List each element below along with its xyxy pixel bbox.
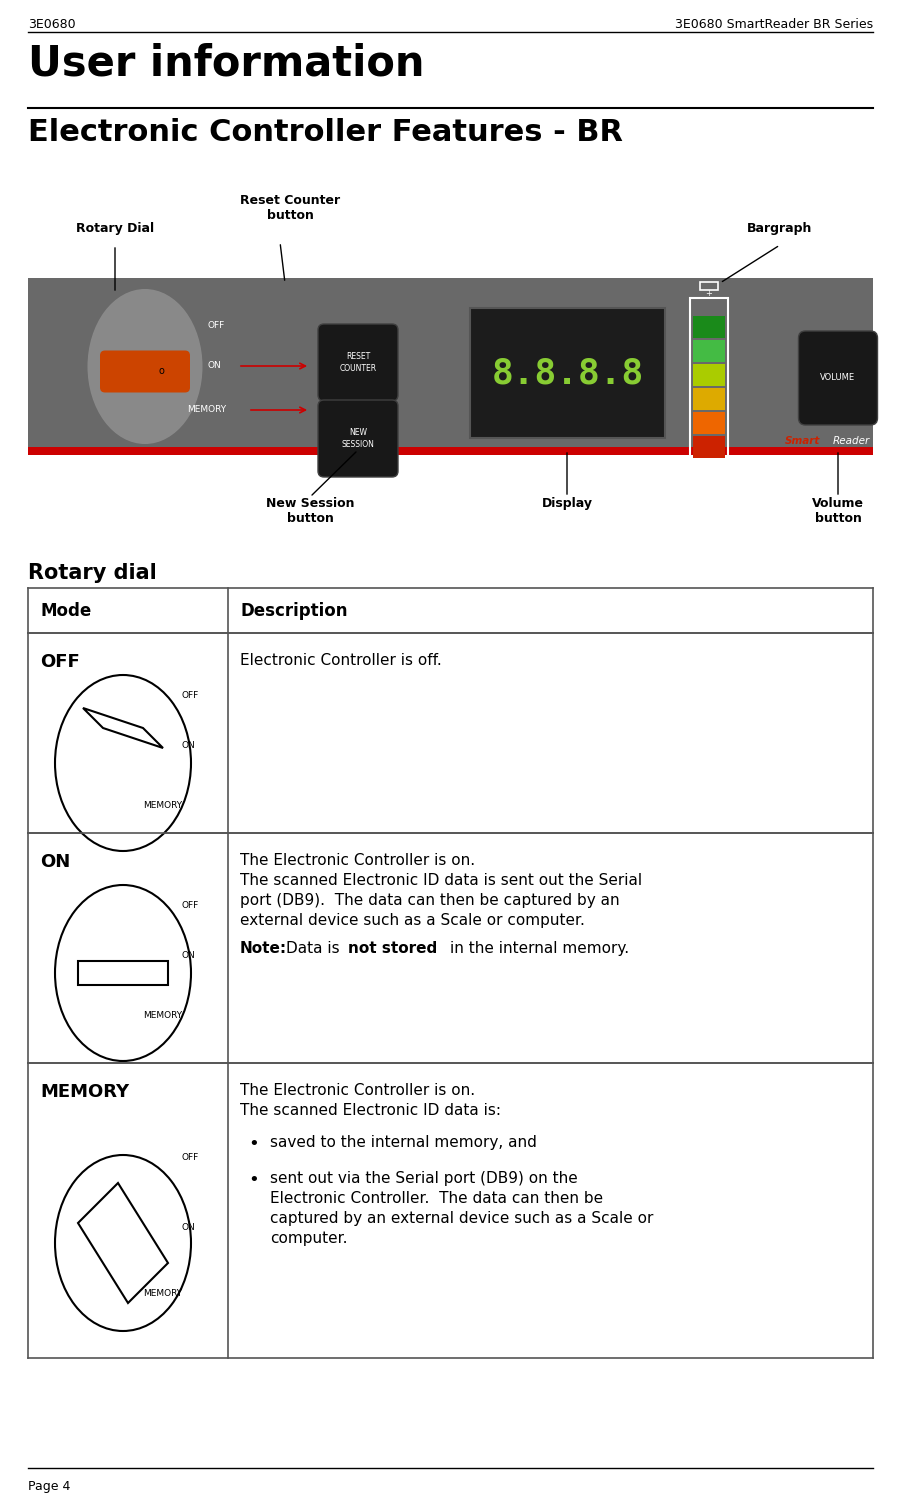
Ellipse shape (87, 289, 203, 444)
Text: Rotary Dial: Rotary Dial (76, 223, 154, 235)
Text: ON: ON (181, 740, 195, 749)
Ellipse shape (55, 675, 191, 851)
Polygon shape (83, 708, 163, 747)
Text: RESET
COUNTER: RESET COUNTER (340, 352, 377, 373)
Polygon shape (78, 961, 168, 985)
Text: MEMORY: MEMORY (143, 1289, 182, 1298)
Bar (28, 278, 873, 456)
Text: OFF: OFF (181, 901, 198, 910)
Text: Smart: Smart (785, 436, 820, 447)
Bar (470, 308, 665, 438)
Text: port (DB9).  The data can then be captured by an: port (DB9). The data can then be capture… (240, 893, 620, 908)
Text: •: • (248, 1136, 259, 1154)
Text: OFF: OFF (40, 653, 80, 671)
Bar (28, 447, 873, 456)
Text: ON: ON (207, 361, 221, 370)
Text: MEMORY: MEMORY (143, 1011, 182, 1020)
Bar (693, 364, 725, 387)
Text: o: o (158, 367, 164, 376)
Text: Electronic Controller Features - BR: Electronic Controller Features - BR (28, 117, 623, 147)
Text: MEMORY: MEMORY (143, 800, 182, 809)
Text: MEMORY: MEMORY (40, 1083, 129, 1101)
Text: OFF: OFF (181, 1154, 198, 1163)
Text: OFF: OFF (207, 322, 224, 331)
Text: Data is: Data is (286, 942, 340, 957)
Text: 8.8.8.8: 8.8.8.8 (491, 356, 643, 390)
Text: The scanned Electronic ID data is:: The scanned Electronic ID data is: (240, 1102, 501, 1117)
Bar (693, 388, 725, 411)
Text: OFF: OFF (181, 690, 198, 699)
Text: Description: Description (240, 602, 348, 620)
FancyBboxPatch shape (318, 323, 398, 402)
FancyBboxPatch shape (100, 350, 190, 393)
Bar (693, 340, 725, 362)
Text: computer.: computer. (270, 1230, 348, 1245)
Text: Display: Display (542, 496, 593, 510)
Text: 3E0680 SmartReader BR Series: 3E0680 SmartReader BR Series (675, 18, 873, 32)
Ellipse shape (55, 1155, 191, 1331)
Bar (700, 283, 718, 290)
FancyBboxPatch shape (318, 400, 398, 477)
FancyBboxPatch shape (798, 331, 878, 426)
Text: Electronic Controller.  The data can then be: Electronic Controller. The data can then… (270, 1191, 603, 1206)
Text: MEMORY: MEMORY (187, 406, 226, 415)
Text: Mode: Mode (40, 602, 91, 620)
Text: saved to the internal memory, and: saved to the internal memory, and (270, 1136, 537, 1151)
Text: not stored: not stored (348, 942, 437, 957)
Text: Volume
button: Volume button (812, 496, 864, 525)
Text: ON: ON (181, 951, 195, 960)
Text: The scanned Electronic ID data is sent out the Serial: The scanned Electronic ID data is sent o… (240, 872, 642, 887)
Text: New Session
button: New Session button (266, 496, 354, 525)
Text: sent out via the Serial port (DB9) on the: sent out via the Serial port (DB9) on th… (270, 1172, 578, 1187)
Text: Reset Counter
button: Reset Counter button (240, 194, 340, 223)
Text: NEW
SESSION: NEW SESSION (341, 429, 375, 448)
Text: Note:: Note: (240, 942, 287, 957)
Text: ON: ON (181, 1223, 195, 1232)
Text: Bargraph: Bargraph (747, 223, 813, 235)
Text: Reader: Reader (833, 436, 870, 447)
Text: Page 4: Page 4 (28, 1480, 70, 1493)
Text: +: + (705, 289, 713, 298)
Text: The Electronic Controller is on.: The Electronic Controller is on. (240, 1083, 475, 1098)
Polygon shape (78, 1184, 168, 1302)
Text: User information: User information (28, 42, 424, 84)
Text: VOLUME: VOLUME (821, 373, 856, 382)
Text: Electronic Controller is off.: Electronic Controller is off. (240, 653, 441, 668)
Text: The Electronic Controller is on.: The Electronic Controller is on. (240, 853, 475, 868)
Bar (693, 316, 725, 338)
Bar (693, 412, 725, 435)
Text: •: • (248, 1172, 259, 1190)
Text: captured by an external device such as a Scale or: captured by an external device such as a… (270, 1211, 653, 1226)
Text: external device such as a Scale or computer.: external device such as a Scale or compu… (240, 913, 585, 928)
Text: 3E0680: 3E0680 (28, 18, 76, 32)
Ellipse shape (55, 884, 191, 1060)
Text: ON: ON (40, 853, 70, 871)
Text: in the internal memory.: in the internal memory. (450, 942, 629, 957)
Bar (693, 436, 725, 459)
Bar (690, 298, 728, 463)
Text: Rotary dial: Rotary dial (28, 562, 157, 584)
